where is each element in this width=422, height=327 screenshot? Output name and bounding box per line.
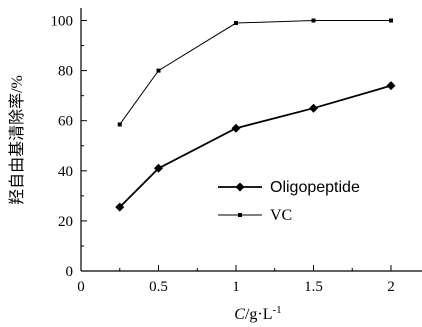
data-point: [231, 123, 241, 133]
data-point: [386, 81, 396, 91]
x-axis-label-unit: /g·L: [245, 306, 273, 323]
y-tick-label: 40: [58, 164, 73, 180]
data-point: [311, 18, 316, 23]
data-point: [115, 202, 125, 212]
y-tick-label: 20: [58, 214, 73, 230]
y-axis-label: 羟自由基清除率/%: [8, 75, 26, 205]
series-layer: [115, 18, 396, 212]
y-tick-label: 80: [58, 64, 73, 80]
y-tick-label: 0: [66, 264, 74, 280]
legend-item: Oligopeptide: [218, 179, 360, 196]
x-tick-label: 2: [387, 279, 395, 295]
series-vc: [117, 18, 393, 127]
y-tick-label: 100: [51, 14, 74, 30]
legend-label: Oligopeptide: [270, 179, 360, 196]
x-tick-label: 1.5: [304, 279, 323, 295]
legend: Oligopeptide VC: [218, 179, 360, 224]
data-point: [117, 122, 122, 127]
x-axis-label-exponent: -1: [273, 304, 282, 316]
x-axis-label-variable: C: [234, 306, 245, 323]
legend-marker: [235, 182, 245, 192]
legend-marker: [238, 213, 242, 217]
x-axis-label: C/g·L-1: [234, 304, 281, 323]
series-oligopeptide: [115, 81, 396, 212]
legend-label: VC: [270, 207, 292, 224]
x-tick-label: 1: [232, 279, 240, 295]
data-point: [156, 68, 161, 73]
data-point: [309, 103, 318, 113]
x-tick-label: 0: [77, 279, 85, 295]
legend-item: VC: [218, 207, 292, 224]
data-point: [234, 21, 238, 26]
data-point: [154, 163, 163, 173]
data-point: [389, 18, 393, 23]
y-tick-label: 60: [58, 114, 73, 130]
x-tick-label: 0.5: [149, 279, 168, 295]
